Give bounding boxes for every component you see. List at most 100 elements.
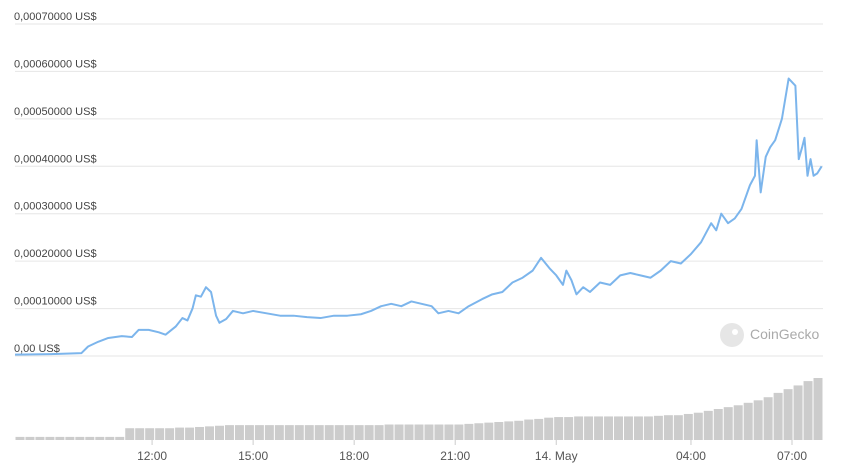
- volume-bar: [813, 378, 823, 440]
- volume-bar: [334, 425, 344, 440]
- volume-bar: [244, 425, 254, 440]
- volume-bar: [354, 425, 364, 440]
- volume-bar: [663, 415, 673, 440]
- watermark-logo: [720, 323, 744, 347]
- volume-bar: [604, 416, 614, 440]
- volume-bar: [633, 416, 643, 440]
- volume-bar: [264, 425, 274, 440]
- volume-bar: [733, 405, 743, 440]
- volume-bar: [205, 426, 215, 440]
- volume-bar: [504, 421, 514, 440]
- volume-bar: [643, 416, 653, 440]
- volume-bar: [693, 412, 703, 440]
- volume-bar: [45, 436, 55, 440]
- volume-bar: [444, 424, 454, 440]
- volume-bar: [783, 389, 793, 440]
- x-tick-label: 21:00: [440, 449, 470, 463]
- volume-bar: [234, 425, 244, 440]
- volume-bar: [55, 436, 65, 440]
- volume-bar: [135, 428, 145, 440]
- y-tick-label: 0,00050000 US$: [14, 106, 97, 118]
- x-tick-label: 18:00: [339, 449, 369, 463]
- volume-bar: [564, 417, 574, 440]
- volume-bar: [185, 427, 195, 440]
- volume-bar: [294, 425, 304, 440]
- watermark: CoinGecko: [720, 323, 819, 347]
- volume-bar: [464, 423, 474, 440]
- volume-bar: [584, 416, 594, 440]
- volume-bar: [404, 424, 414, 440]
- volume-bar: [145, 428, 155, 440]
- volume-bar: [713, 409, 723, 440]
- y-tick-label: 0,00010000 US$: [14, 296, 97, 308]
- volume-bar: [524, 419, 534, 440]
- y-tick-label: 0,00040000 US$: [14, 153, 97, 165]
- volume-bar: [683, 413, 693, 440]
- volume-bar: [793, 385, 803, 440]
- volume-bar: [454, 424, 464, 440]
- volume-bar: [274, 425, 284, 440]
- volume-bar: [474, 423, 484, 440]
- watermark-text: CoinGecko: [750, 326, 819, 342]
- volume-bar: [623, 416, 633, 440]
- y-tick-label: 0,00070000 US$: [14, 11, 97, 23]
- volume-bar: [484, 422, 494, 440]
- volume-bar: [15, 436, 25, 440]
- volume-bar: [374, 425, 384, 440]
- volume-bar: [753, 400, 763, 440]
- volume-bar: [723, 407, 733, 440]
- x-tick-label: 15:00: [238, 449, 268, 463]
- volume-bar: [703, 410, 713, 440]
- volume-bar: [614, 416, 623, 440]
- volume-bar: [254, 425, 264, 440]
- y-tick-label: 0,00 US$: [14, 343, 60, 355]
- volume-bar: [215, 425, 224, 440]
- volume-bar: [544, 417, 554, 440]
- volume-bar: [384, 424, 394, 440]
- volume-bar: [324, 425, 334, 440]
- volume-bar: [803, 381, 813, 440]
- volume-bar: [364, 425, 374, 440]
- volume-bar: [25, 436, 35, 440]
- volume-bar: [673, 415, 683, 440]
- volume-bar: [434, 424, 444, 440]
- watermark-logo-eye: [732, 329, 738, 335]
- volume-bar: [763, 397, 773, 440]
- volume-bar: [414, 424, 424, 440]
- x-tick-label: 12:00: [137, 449, 167, 463]
- volume-bar: [165, 428, 175, 440]
- volume-bar: [574, 416, 584, 440]
- volume-bar: [344, 425, 354, 440]
- x-tick-label: 04:00: [676, 449, 706, 463]
- volume-bar: [304, 425, 314, 440]
- volume-bar: [514, 420, 524, 440]
- price-line: [14, 77, 823, 356]
- x-tick-label: 07:00: [777, 449, 807, 463]
- volume-bar: [195, 426, 205, 440]
- volume-bar: [653, 415, 663, 440]
- volume-bar: [155, 428, 165, 440]
- volume-bar: [65, 436, 75, 440]
- volume-bar: [424, 424, 434, 440]
- volume-bar: [743, 402, 753, 440]
- volume-bar: [125, 428, 135, 440]
- x-tick-label: 14. May: [535, 449, 578, 463]
- volume-bar: [494, 422, 504, 440]
- volume-bar: [773, 392, 783, 440]
- volume-bar: [554, 417, 564, 440]
- volume-bar: [35, 436, 45, 440]
- volume-bar: [314, 425, 324, 440]
- volume-bar: [85, 436, 95, 440]
- volume-bar: [95, 436, 105, 440]
- y-tick-label: 0,00060000 US$: [14, 58, 97, 70]
- volume-bar: [75, 436, 85, 440]
- volume-bar: [175, 427, 185, 440]
- volume-bar: [284, 425, 294, 440]
- volume-bar: [105, 436, 115, 440]
- y-tick-label: 0,00030000 US$: [14, 201, 97, 213]
- volume-bar: [594, 416, 604, 440]
- y-tick-label: 0,00020000 US$: [14, 248, 97, 260]
- volume-bar: [394, 424, 404, 440]
